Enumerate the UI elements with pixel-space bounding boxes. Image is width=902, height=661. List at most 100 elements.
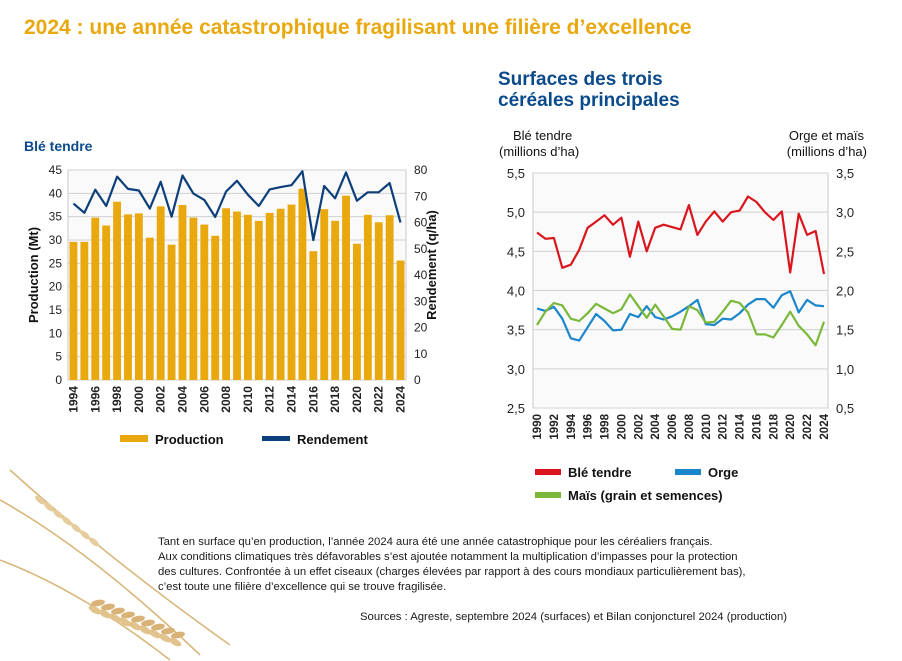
x-tick-label: 2002 <box>633 414 645 440</box>
x-tick-label: 2002 <box>154 386 168 413</box>
production-bar <box>397 261 405 380</box>
x-tick-label: 2012 <box>263 386 277 413</box>
y-right-tick-label: 80 <box>414 163 428 177</box>
y-left-tick-label: 40 <box>49 186 63 200</box>
production-bar <box>255 221 263 380</box>
legend-mais-swatch <box>535 492 561 498</box>
y-right-tick-label: 2,5 <box>836 244 854 259</box>
x-tick-label: 2024 <box>394 386 408 413</box>
y-right-axis-title-line2: (millions d’ha) <box>787 144 867 159</box>
y-left-tick-label: 3,0 <box>507 362 525 377</box>
x-tick-label: 2008 <box>684 413 696 439</box>
production-rendement-chart: 0 5 10 15 20 25 30 35 40 45 0 10 20 30 40 50 60 70 80 1994 1… <box>0 160 440 470</box>
x-tick-label: 2014 <box>285 386 299 413</box>
legend-rendement-label: Rendement <box>297 432 368 447</box>
x-tick-label: 1992 <box>549 414 561 440</box>
y-right-tick-label: 2,0 <box>836 284 854 299</box>
y-right-tick-label: 3,5 <box>836 166 854 181</box>
y-left-tick-label: 4,0 <box>507 284 525 299</box>
production-bar <box>331 221 339 380</box>
y-left-tick-label: 3,5 <box>507 323 525 338</box>
x-tick-label: 2004 <box>650 413 662 439</box>
x-tick-label: 1998 <box>600 413 612 439</box>
y-right-tick-label: 3,0 <box>836 205 854 220</box>
legend-ble-swatch <box>535 469 561 475</box>
y-left-tick-label: 2,5 <box>507 401 525 416</box>
production-bar <box>244 215 252 380</box>
surfaces-title-line2: céréales principales <box>498 90 758 111</box>
x-tick-label: 1996 <box>88 386 102 413</box>
y-right-tick-label: 0,5 <box>836 401 854 416</box>
x-tick-label: 2018 <box>768 413 780 439</box>
y-left-tick-label: 4,5 <box>507 244 525 259</box>
x-tick-label: 2014 <box>735 413 747 439</box>
y-left-tick-label: 5,5 <box>507 166 525 181</box>
production-bar <box>70 242 78 380</box>
y-left-tick-label: 30 <box>49 233 63 247</box>
x-tick-label: 1994 <box>566 413 578 439</box>
production-bar <box>298 189 306 380</box>
production-bar <box>211 236 219 380</box>
production-bar <box>135 213 143 380</box>
x-tick-label: 1998 <box>110 386 124 413</box>
y-left-tick-label: 5 <box>55 350 62 364</box>
x-tick-label: 1994 <box>66 386 80 413</box>
x-tick-label: 2000 <box>132 386 146 413</box>
y-right-tick-label: 70 <box>414 189 428 203</box>
production-bar <box>233 212 241 380</box>
x-tick-label: 2020 <box>350 386 364 413</box>
production-bar <box>375 222 383 380</box>
y-right-tick-label: 0 <box>414 373 421 387</box>
y-right-tick-label: 20 <box>414 321 428 335</box>
x-tick-label: 2016 <box>751 414 763 440</box>
production-bar <box>157 206 165 380</box>
production-bar <box>288 205 296 380</box>
x-tick-label: 2024 <box>819 413 831 439</box>
production-bar <box>179 205 187 380</box>
x-tick-label: 2006 <box>667 414 679 440</box>
x-tick-label: 2022 <box>802 414 814 440</box>
legend-ble-label: Blé tendre <box>568 465 632 480</box>
production-bar <box>113 202 121 380</box>
x-tick-label: 2016 <box>306 386 320 413</box>
production-bar <box>168 245 176 380</box>
legend-mais-label: Maïs (grain et semences) <box>568 488 723 503</box>
production-bar <box>309 251 317 380</box>
x-tick-label: 1990 <box>532 414 544 440</box>
production-bar <box>222 208 230 380</box>
y-left-axis-title-line1: Blé tendre <box>513 128 572 143</box>
y-left-tick-label: 35 <box>49 210 63 224</box>
wheat-stalk <box>0 560 170 660</box>
y-left-tick-label: 20 <box>49 280 63 294</box>
commentary-text: Tant en surface qu’en production, l’anné… <box>158 535 878 595</box>
x-tick-label: 2018 <box>328 386 342 413</box>
legend-orge-swatch <box>675 469 701 475</box>
y-left-tick-label: 15 <box>49 303 63 317</box>
right-chart-grid <box>533 173 828 408</box>
production-bar <box>386 215 394 380</box>
y-right-tick-label: 1,0 <box>836 362 854 377</box>
production-bar <box>277 209 285 380</box>
surfaces-chart: 2,5 3,0 3,5 4,0 4,5 5,0 5,5 0,5 1,0 1,5 2,0 2,5 3,0 3… <box>495 125 895 505</box>
production-bar <box>124 214 132 380</box>
y-right-tick-label: 10 <box>414 347 428 361</box>
commentary-line3: des cultures. Confrontée à un effet cise… <box>158 565 878 580</box>
y-left-tick-label: 0 <box>55 373 62 387</box>
x-tick-label: 2012 <box>718 414 730 440</box>
production-bar <box>102 226 110 380</box>
production-bar <box>364 215 372 380</box>
commentary-line4: c’est toute une filière d’excellence qui… <box>158 580 878 595</box>
sources-text: Sources : Agreste, septembre 2024 (surfa… <box>360 611 787 623</box>
production-bar <box>146 238 154 380</box>
y-left-tick-label: 45 <box>49 163 63 177</box>
surfaces-chart-title: Surfaces des trois céréales principales <box>498 69 758 111</box>
production-bar <box>353 244 361 380</box>
x-tick-label: 2010 <box>701 414 713 440</box>
production-bar <box>91 218 99 380</box>
x-tick-label: 2020 <box>785 414 797 440</box>
y-right-tick-label: 1,5 <box>836 323 854 338</box>
legend-rendement-swatch <box>262 436 290 441</box>
page-title: 2024 : une année catastrophique fragilis… <box>24 16 692 40</box>
x-tick-label: 2022 <box>372 386 386 413</box>
production-bar <box>80 242 88 380</box>
